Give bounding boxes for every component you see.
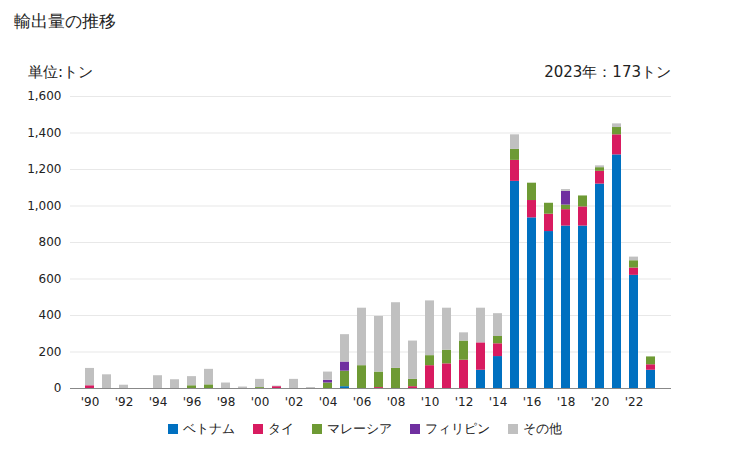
svg-text:'90: '90 (81, 395, 100, 409)
svg-text:'00: '00 (251, 395, 270, 409)
html-text:2023年：173トン: 2023年：173トン (544, 63, 671, 81)
svg-text:'20: '20 (591, 395, 610, 409)
svg-text:'10: '10 (421, 395, 440, 409)
svg-text:0: 0 (54, 381, 62, 395)
svg-text:'16: '16 (523, 395, 542, 409)
html-text:単位:トン: 単位:トン (28, 63, 94, 81)
svg-text:800: 800 (39, 235, 62, 249)
svg-text:'96: '96 (183, 395, 202, 409)
svg-text:'92: '92 (115, 395, 134, 409)
svg-text:'02: '02 (285, 395, 304, 409)
svg-text:'04: '04 (319, 395, 338, 409)
svg-text:'94: '94 (149, 395, 168, 409)
svg-text:'12: '12 (455, 395, 474, 409)
html-text:ベトナム: ベトナム (182, 421, 235, 436)
html-text:輸出量の推移: 輸出量の推移 (14, 11, 116, 31)
html-text:その他: その他 (522, 421, 562, 436)
svg-text:200: 200 (39, 345, 62, 359)
svg-text:'14: '14 (489, 395, 508, 409)
svg-text:'18: '18 (557, 395, 576, 409)
svg-text:1,600: 1,600 (27, 89, 61, 103)
svg-text:600: 600 (39, 272, 62, 286)
svg-text:1,400: 1,400 (27, 126, 61, 140)
svg-text:'06: '06 (353, 395, 372, 409)
svg-text:'98: '98 (217, 395, 236, 409)
html-text:フィリピン: フィリピン (424, 421, 490, 436)
html-text:タイ: タイ (267, 421, 294, 436)
svg-text:1,000: 1,000 (27, 199, 61, 213)
svg-text:1,200: 1,200 (27, 162, 61, 176)
html-text:マレーシア: マレーシア (326, 421, 392, 436)
svg-text:400: 400 (39, 308, 62, 322)
svg-text:'08: '08 (387, 395, 406, 409)
svg-text:'22: '22 (625, 395, 644, 409)
